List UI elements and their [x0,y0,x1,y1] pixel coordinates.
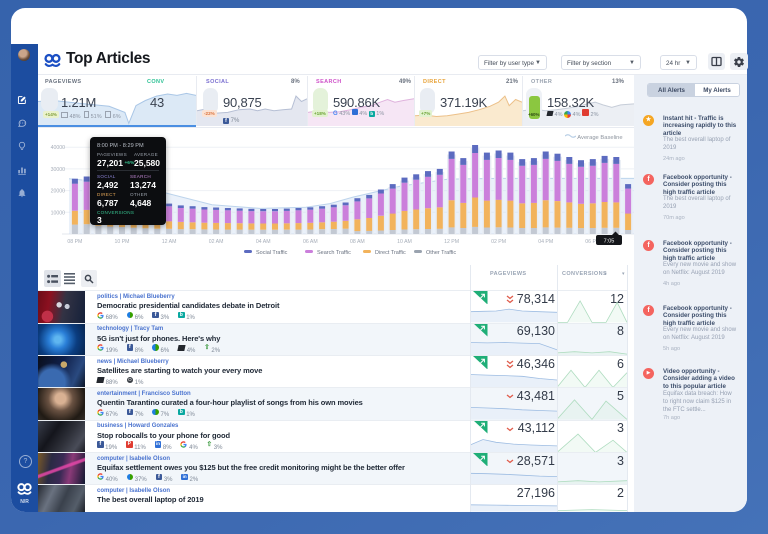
svg-text:12 PM: 12 PM [444,239,459,245]
svg-text:Social Traffic: Social Traffic [256,250,288,256]
svg-text:Other Traffic: Other Traffic [426,250,456,256]
svg-text:Direct Traffic: Direct Traffic [375,250,406,256]
svg-text:7:05: 7:05 [604,238,615,244]
svg-text:04 AM: 04 AM [256,239,271,245]
svg-text:02 PM: 02 PM [491,239,506,245]
svg-text:06 AM: 06 AM [303,239,318,245]
svg-text:10 AM: 10 AM [397,239,412,245]
svg-text:12 AM: 12 AM [162,239,177,245]
svg-text:08 PM: 08 PM [67,239,82,245]
svg-text:20000: 20000 [51,189,66,195]
svg-text:10 PM: 10 PM [115,239,130,245]
svg-text:30000: 30000 [51,167,66,173]
svg-text:06 PM: 06 PM [585,239,600,245]
svg-text:04 PM: 04 PM [538,239,553,245]
svg-text:Search Traffic: Search Traffic [317,250,351,256]
svg-text:08 AM: 08 AM [350,239,365,245]
svg-text:40000: 40000 [51,145,66,151]
svg-text:10000: 10000 [51,210,66,216]
svg-text:02 AM: 02 AM [209,239,224,245]
